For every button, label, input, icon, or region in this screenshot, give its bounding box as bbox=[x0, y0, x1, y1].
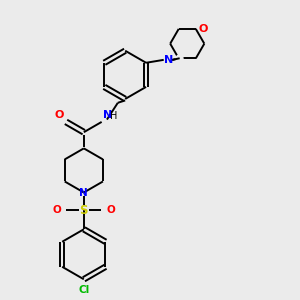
Text: O: O bbox=[53, 205, 62, 215]
Text: N: N bbox=[164, 55, 173, 65]
Text: N: N bbox=[80, 188, 88, 197]
Text: Cl: Cl bbox=[78, 285, 89, 295]
Text: S: S bbox=[80, 204, 88, 217]
Text: H: H bbox=[110, 111, 118, 121]
Text: N: N bbox=[103, 110, 112, 120]
Text: O: O bbox=[198, 24, 208, 34]
Text: O: O bbox=[106, 205, 115, 215]
Text: O: O bbox=[54, 110, 64, 120]
